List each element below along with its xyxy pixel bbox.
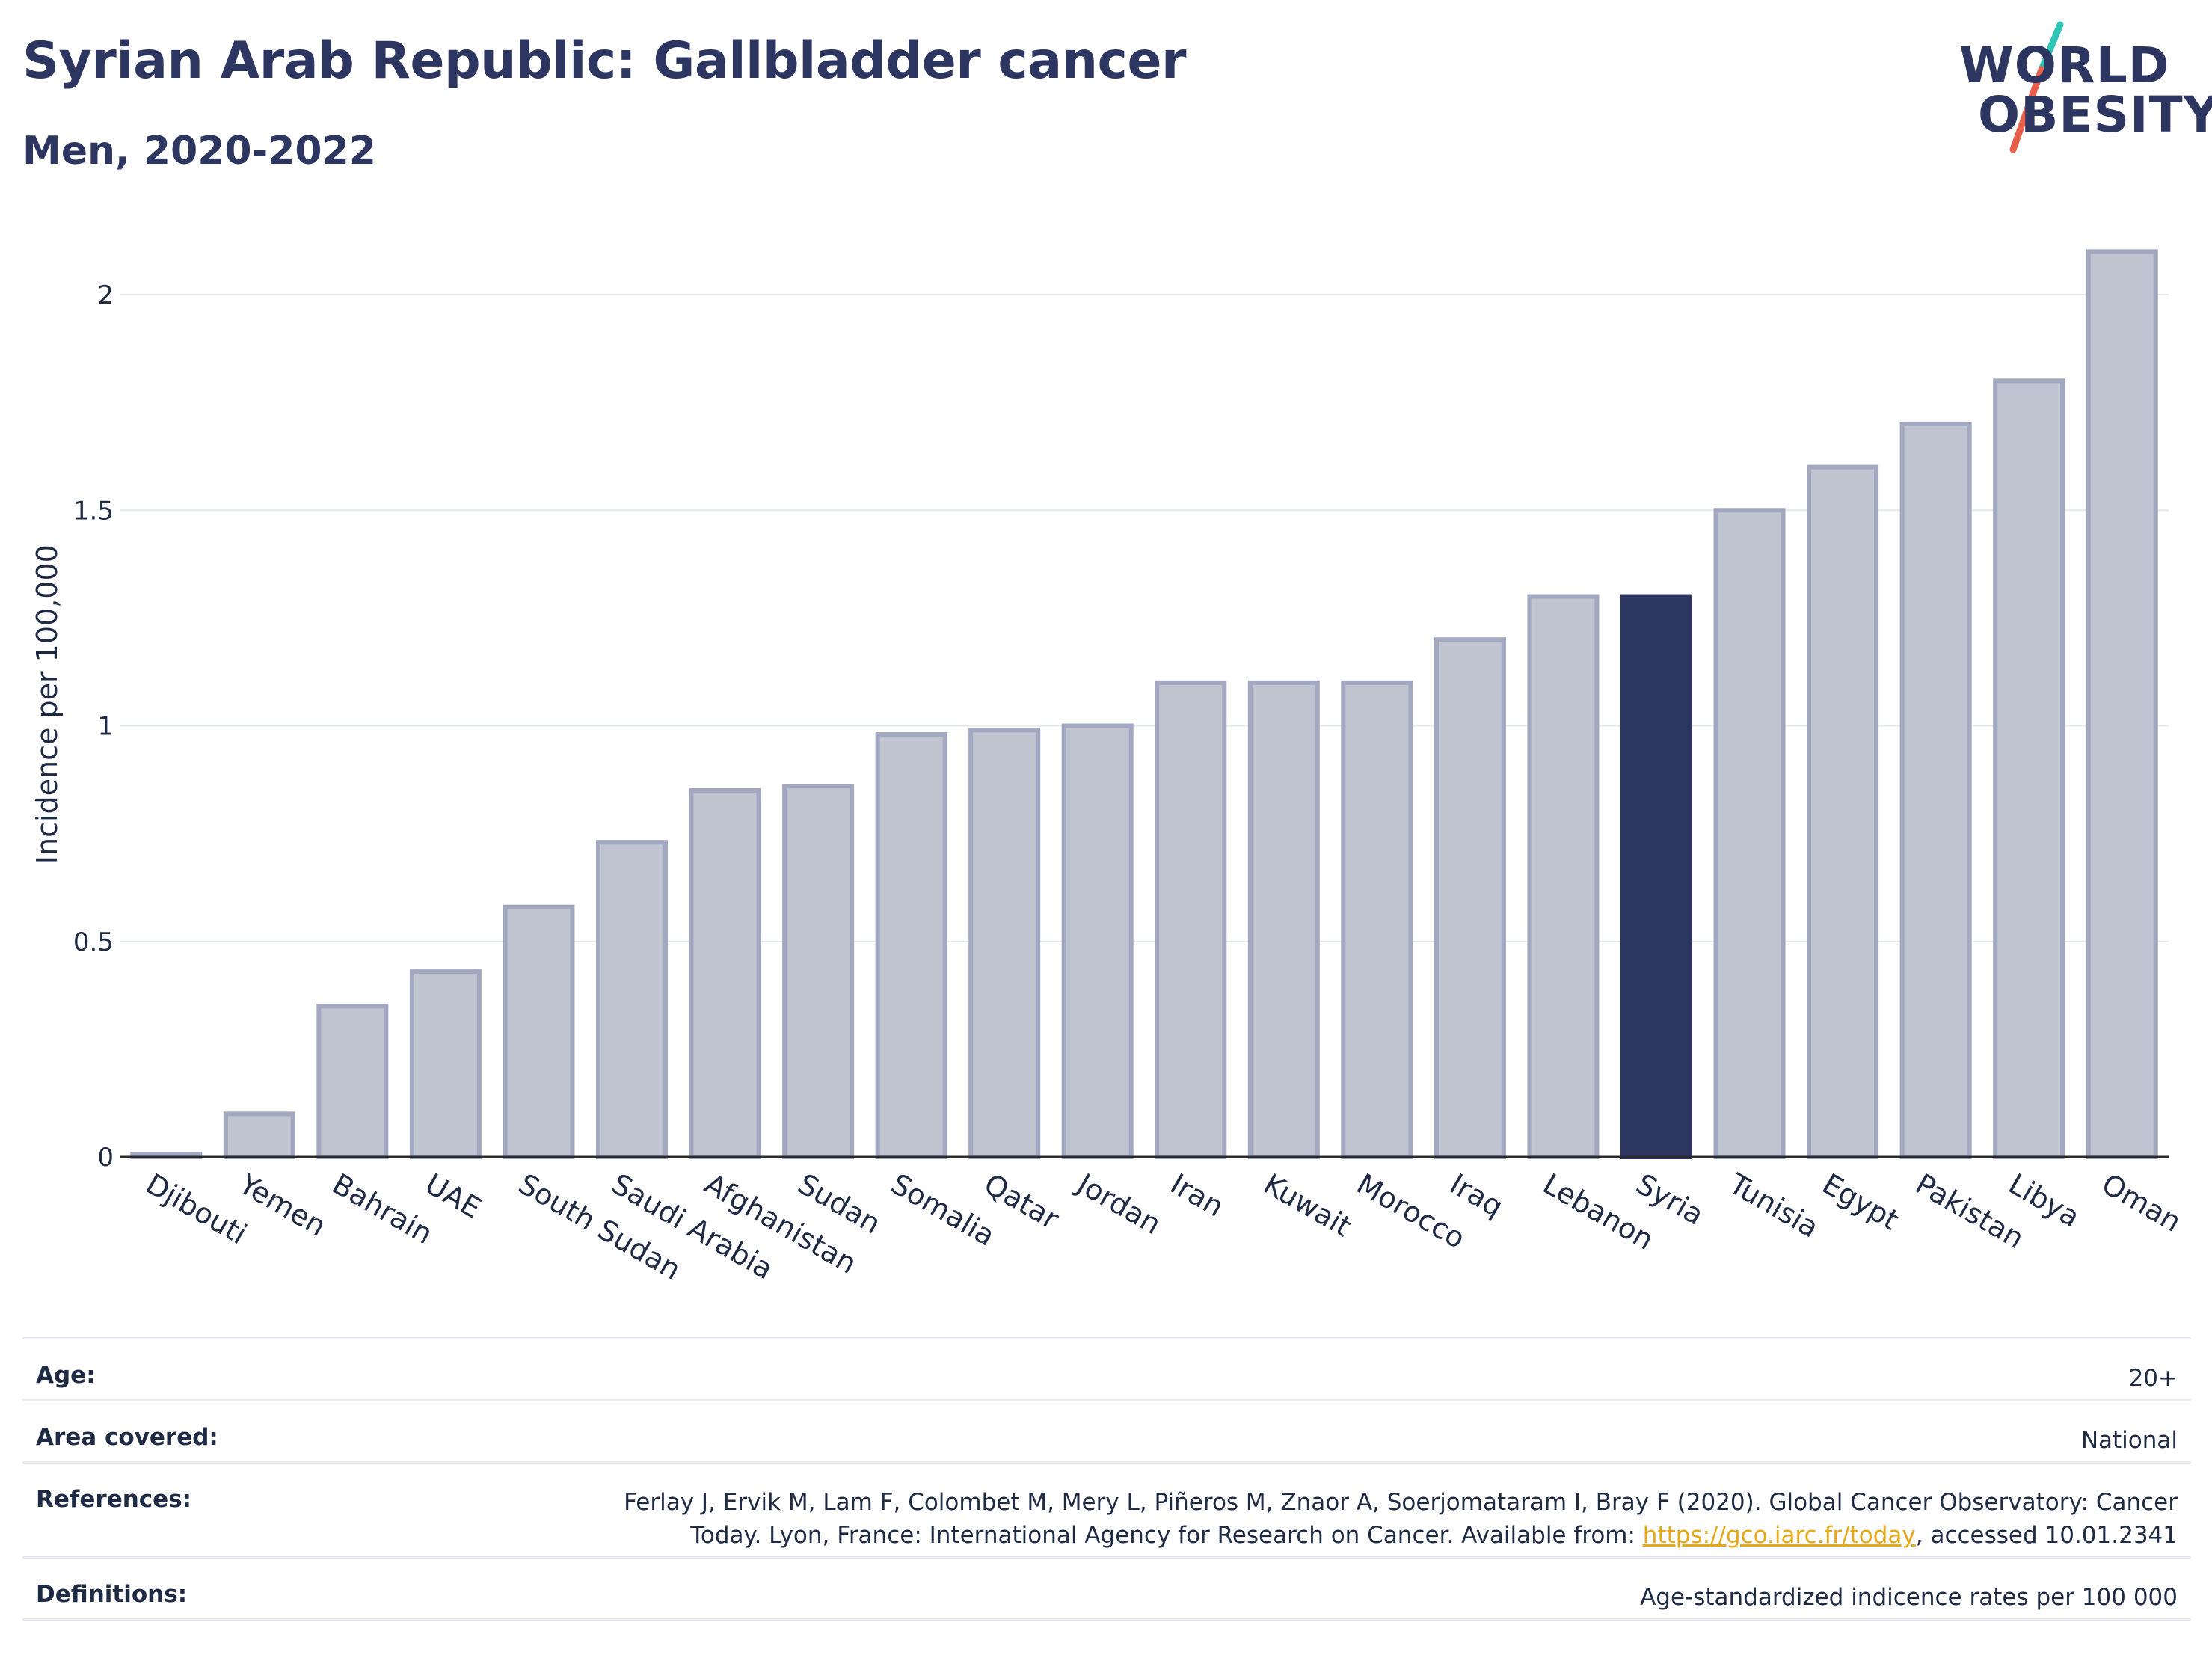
x-tick-label: Egypt [1817,1167,1905,1237]
bar [1713,508,1786,1159]
info-value-age: 20+ [2128,1365,2178,1392]
info-value-references: Ferlay J, Ervik M, Lam F, Colombet M, Me… [624,1486,2178,1552]
info-row-age: Age: 20+ [22,1337,2191,1399]
y-axis-label: Incidence per 100,000 [31,544,64,864]
y-tick-label: 2 [97,280,114,310]
x-tick-label: Somalia [885,1167,1001,1253]
bar [1061,723,1134,1159]
bar [409,969,482,1159]
bar-chart: 0 0.5 1 1.5 2 Incidence per 100,000 DjiboutiYe… [31,249,2187,1286]
x-tick-label: Jordan [1070,1167,1166,1241]
bar [782,784,855,1160]
y-tick-label: 0.5 [73,927,114,957]
x-tick-label: Iran [1165,1167,1229,1223]
x-tick-label: Iraq [1444,1167,1508,1223]
info-label-area: Area covered: [36,1424,218,1451]
reference-text: Today. Lyon, France: International Agenc… [690,1522,1643,1549]
bar [1899,421,1972,1159]
bar [1434,637,1506,1159]
bar-highlight [1620,594,1692,1159]
info-row-definitions: Definitions: Age-standardized indicence … [22,1556,2191,1621]
logo-line1: WORLD [1959,37,2170,94]
x-tick-label: Oman [2096,1167,2187,1238]
reference-accessed: , accessed 10.01.2341 [1915,1522,2178,1549]
x-tick-label: Djibouti [141,1167,253,1251]
y-tick-label: 0 [97,1143,114,1173]
info-table: Age: 20+ Area covered: National Referenc… [22,1337,2191,1621]
page-title: Syrian Arab Republic: Gallbladder cancer [22,31,1187,90]
bar [1993,378,2065,1159]
reference-link[interactable]: https://gco.iarc.fr/today [1642,1522,1916,1549]
bar [1155,680,1227,1159]
x-tick-label: Bahrain [327,1167,438,1251]
page-subtitle: Men, 2020-2022 [22,129,376,174]
logo-slash-icon [2009,21,2064,153]
bar [875,732,947,1159]
y-tick-label: 1.5 [73,496,114,526]
logo-line2: OBESITY [1978,86,2212,144]
bar [1527,594,1600,1159]
bar [596,840,668,1160]
bar [503,904,575,1159]
info-label-age: Age: [36,1362,96,1389]
x-tick-label: Yemen [233,1167,331,1243]
info-value-definitions: Age-standardized indicence rates per 100… [1640,1584,2178,1611]
info-label-definitions: Definitions: [36,1581,188,1608]
info-row-references: References: Ferlay J, Ervik M, Lam F, Co… [22,1461,2191,1556]
bar [2086,249,2158,1160]
bar [1247,680,1320,1159]
info-label-references: References: [36,1486,192,1513]
bar [689,787,761,1159]
y-tick-label: 1 [97,712,114,742]
bar [316,1004,389,1159]
x-tick-label: Tunisia [1723,1167,1824,1244]
x-tick-label: Kuwait [1258,1167,1357,1244]
x-tick-label: UAE [420,1167,486,1225]
bar [1341,680,1413,1159]
bar [968,728,1041,1159]
bar [1807,464,1879,1160]
world-obesity-logo: WORLD OBESITY [1944,19,2212,161]
reference-line-1: Ferlay J, Ervik M, Lam F, Colombet M, Me… [624,1489,2178,1516]
info-value-area: National [2080,1427,2178,1454]
info-row-area: Area covered: National [22,1399,2191,1461]
reference-line-2: Today. Lyon, France: International Agenc… [624,1519,2178,1552]
bar [223,1111,295,1159]
